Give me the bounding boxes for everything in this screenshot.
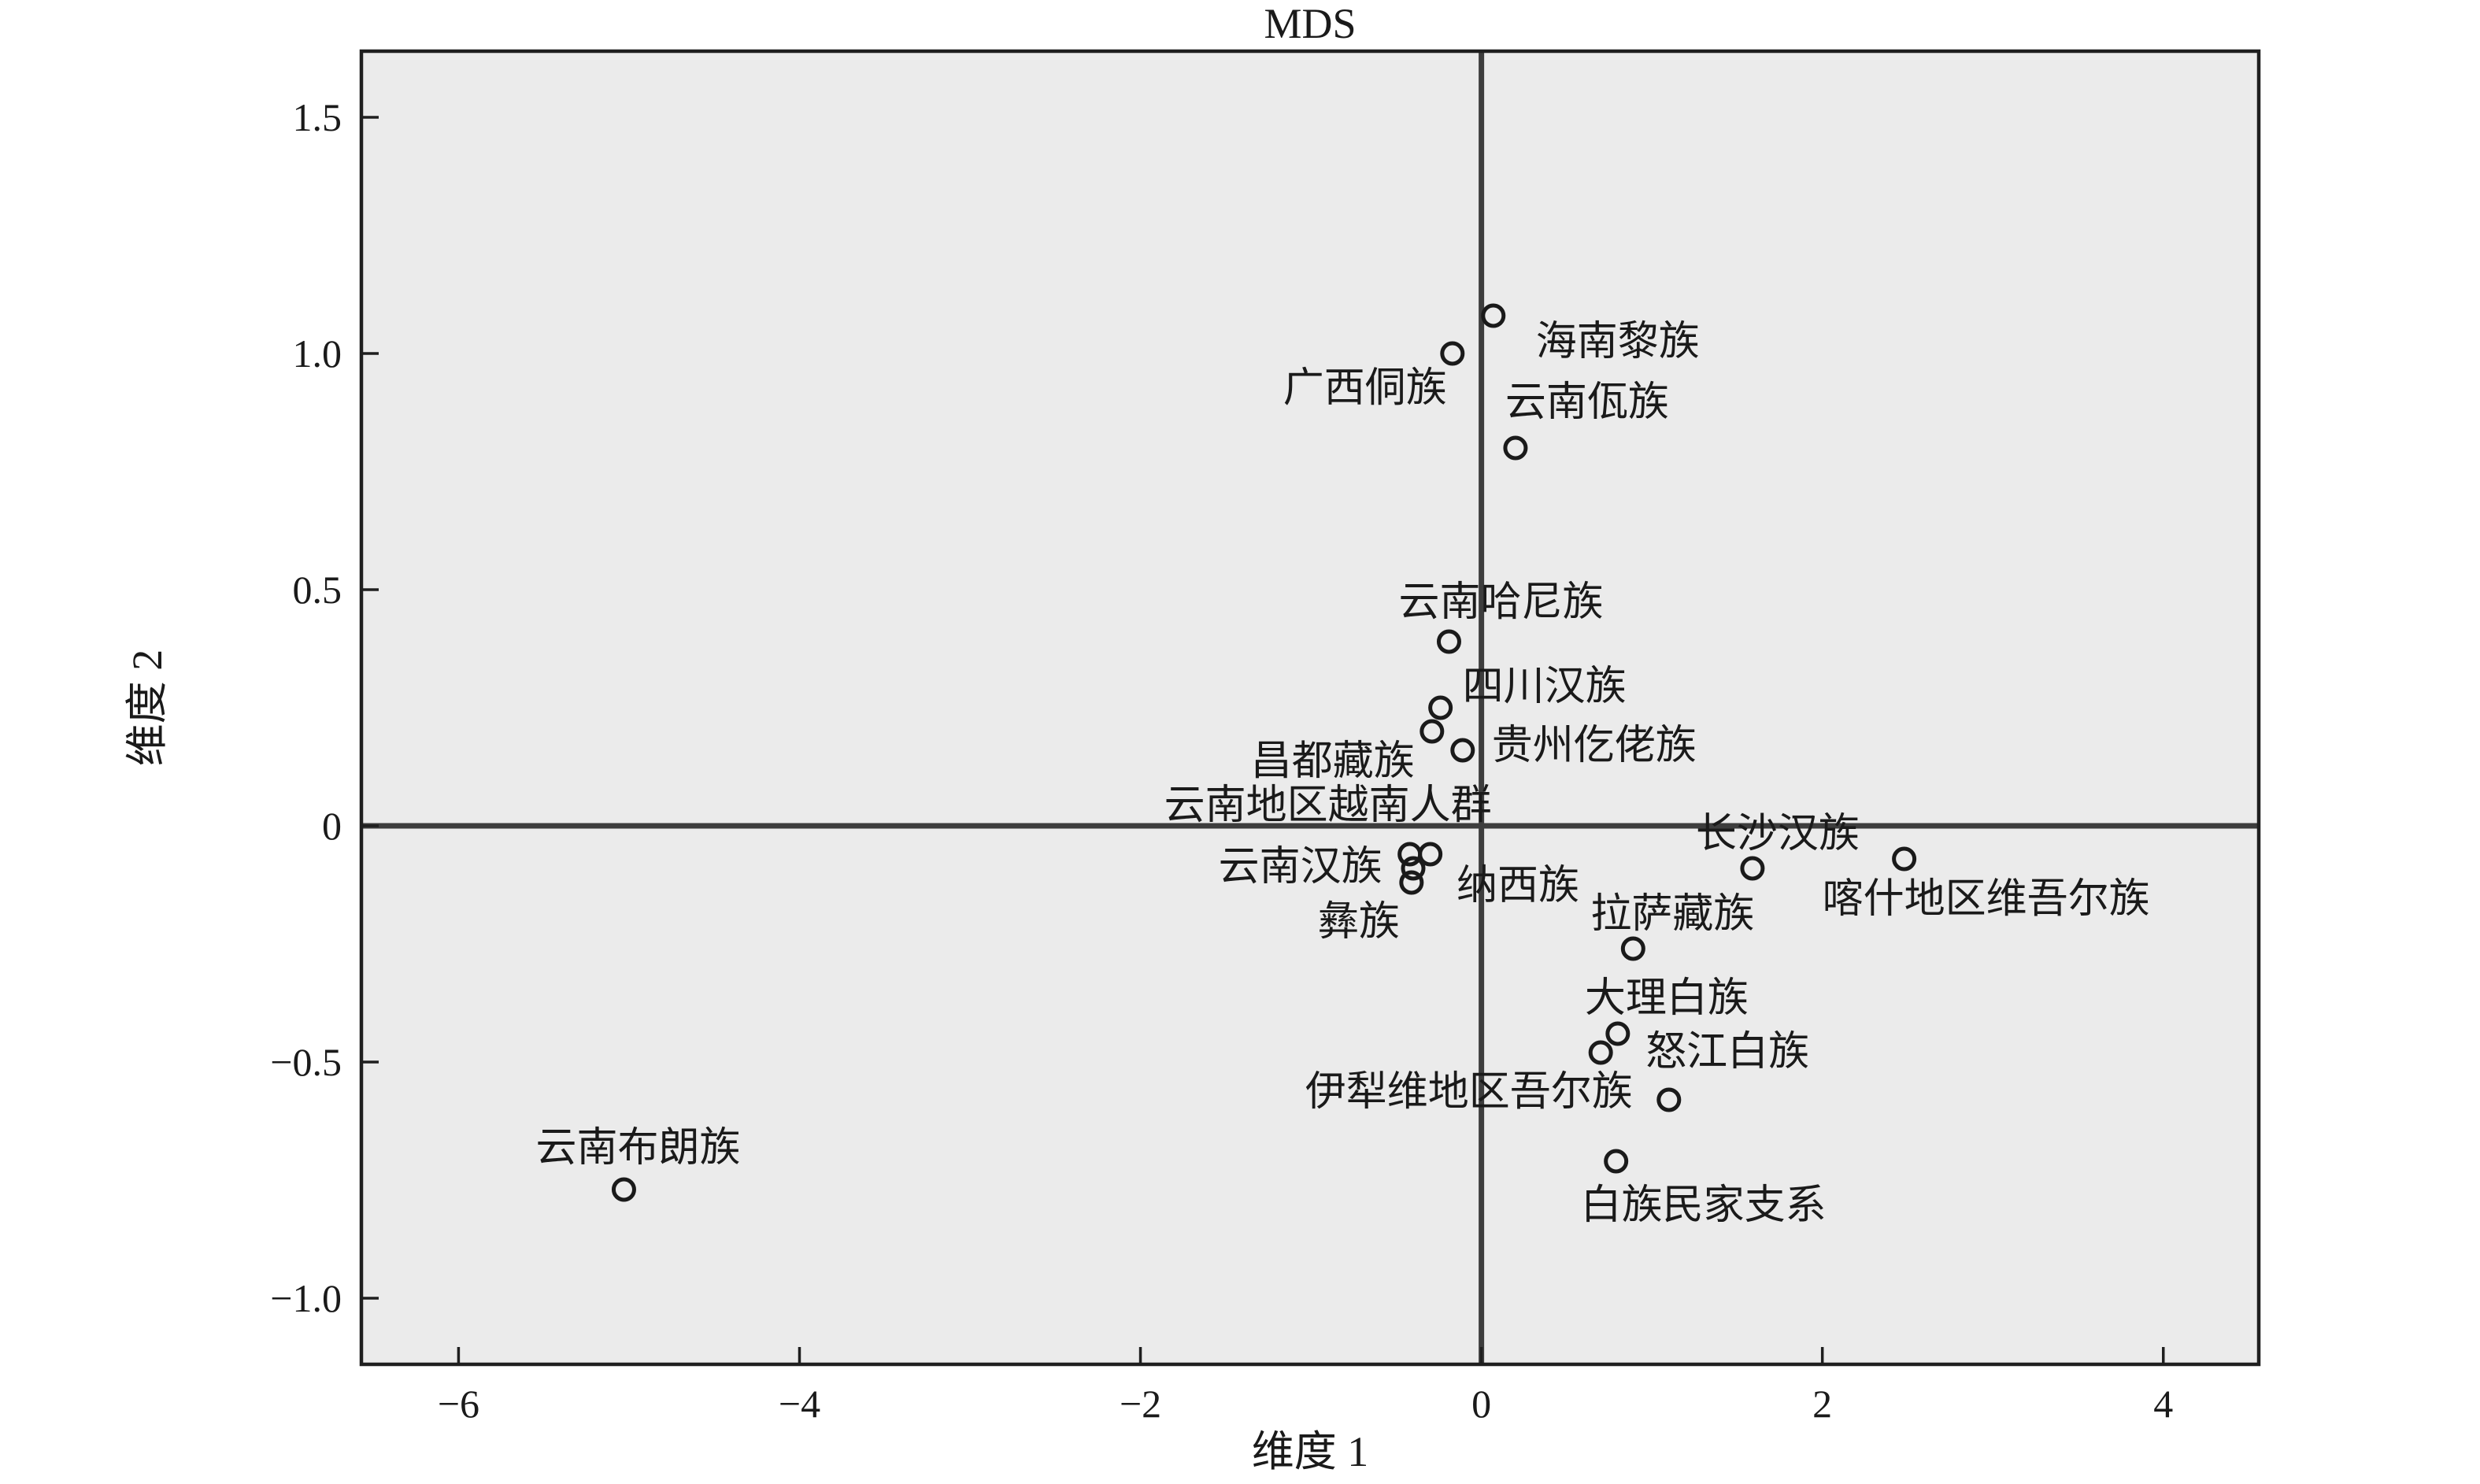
point-label: 彝族	[1318, 900, 1400, 945]
data-point	[1588, 1040, 1613, 1065]
data-point	[1481, 303, 1506, 328]
axes-frame	[359, 49, 2261, 1367]
point-label: 广西侗族	[1283, 366, 1447, 411]
chart-title: MDS	[1264, 0, 1356, 47]
data-point	[1401, 856, 1426, 881]
data-point	[1399, 870, 1424, 895]
data-point	[1740, 856, 1765, 881]
point-label: 海南黎族	[1536, 320, 1700, 365]
data-point	[1450, 738, 1475, 763]
point-label: 云南地区越南人群	[1164, 783, 1492, 828]
point-label: 贵州仡佬族	[1492, 723, 1697, 768]
point-label: 云南佤族	[1505, 380, 1669, 425]
x-tick-label: −6	[438, 1382, 479, 1426]
data-point	[1620, 936, 1645, 961]
point-label: 长沙汉族	[1696, 812, 1860, 857]
point-label: 伊犁维地区吾尔族	[1305, 1070, 1633, 1115]
y-tick-label: 0.5	[293, 568, 342, 612]
point-label: 怒江白族	[1645, 1030, 1809, 1075]
data-point	[1420, 719, 1445, 744]
y-tick-label: 0	[322, 804, 342, 848]
data-point	[1428, 695, 1453, 720]
data-point	[1397, 842, 1423, 867]
y-tick-label: 1.5	[293, 95, 342, 139]
x-tick-label: −2	[1120, 1382, 1161, 1426]
point-label: 云南哈尼族	[1398, 580, 1603, 625]
y-tick-label: −1.0	[270, 1276, 342, 1320]
point-label: 纳西族	[1457, 864, 1579, 909]
x-tick-label: 2	[1812, 1382, 1832, 1426]
point-label: 大理白族	[1585, 976, 1749, 1021]
x-tick-label: 0	[1471, 1382, 1491, 1426]
y-tick-label: −0.5	[270, 1040, 342, 1084]
y-axis-label: 维度 2	[124, 649, 171, 767]
point-label: 白族民家支系	[1581, 1183, 1827, 1228]
data-point	[611, 1177, 636, 1202]
data-point	[1892, 846, 1917, 872]
y-tick-label: 1.0	[293, 331, 342, 376]
data-point	[1605, 1021, 1631, 1046]
data-point	[1440, 341, 1465, 366]
data-point	[1436, 629, 1461, 654]
point-label: 四川汉族	[1463, 664, 1627, 709]
point-label: 云南布朗族	[535, 1126, 740, 1171]
point-label: 昌都藏族	[1251, 739, 1415, 784]
data-point	[1604, 1149, 1629, 1174]
plot-area	[361, 51, 2259, 1364]
data-point	[1503, 435, 1528, 461]
x-axis-label: 维度 1	[1252, 1428, 1369, 1475]
x-tick-label: 4	[2153, 1382, 2173, 1426]
x-tick-label: −4	[779, 1382, 820, 1426]
point-label: 拉萨藏族	[1590, 892, 1754, 937]
point-label: 云南汉族	[1219, 845, 1383, 890]
point-label: 喀什地区维吾尔族	[1823, 877, 2150, 922]
data-point	[1656, 1087, 1682, 1112]
